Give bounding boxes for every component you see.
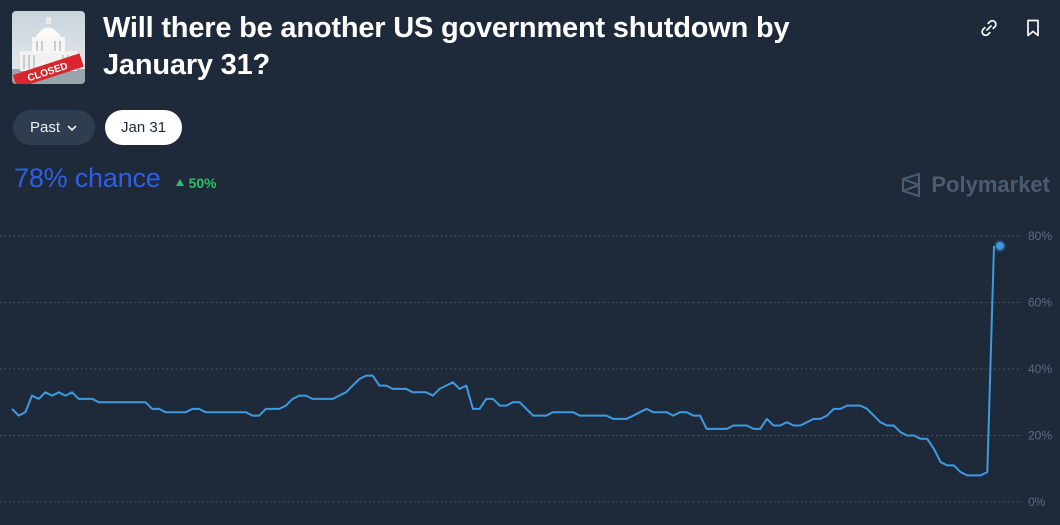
past-dropdown-label: Past [30, 119, 61, 136]
y-tick-label: 0% [1028, 495, 1046, 509]
past-dropdown[interactable]: Past [13, 110, 96, 145]
chart-series [11, 239, 1006, 477]
chance-summary: 78% chance 50% [14, 163, 217, 194]
change-value: 50% [188, 174, 217, 191]
market-thumbnail: CLOSED [12, 11, 85, 84]
polymarket-brand: Polymarket [899, 172, 1050, 198]
capitol-closed-image: CLOSED [12, 11, 85, 84]
link-icon[interactable] [978, 17, 1000, 39]
chevron-down-icon [67, 125, 77, 131]
triangle-up-icon [175, 179, 184, 186]
series-line [11, 245, 995, 477]
change-badge: 50% [175, 175, 217, 191]
polymarket-logo-icon [902, 172, 921, 198]
range-selector: Past Jan 31 [13, 110, 183, 145]
date-tab-jan-31[interactable]: Jan 31 [105, 110, 183, 145]
date-tab-label: Jan 31 [121, 119, 167, 136]
market-title: Will there be another US government shut… [103, 12, 790, 81]
y-tick-label: 40% [1028, 362, 1052, 376]
polymarket-brand-name: Polymarket [931, 172, 1050, 197]
current-point [996, 241, 1004, 250]
y-tick-label: 60% [1028, 296, 1052, 310]
bookmark-icon[interactable] [1022, 17, 1044, 39]
y-axis: 0% 20% 40% 60% 80% [1028, 229, 1052, 509]
chance-value: 78% chance [14, 163, 161, 193]
y-tick-label: 20% [1028, 429, 1052, 443]
header-actions [978, 17, 1044, 39]
chart-grid [0, 235, 1022, 503]
y-tick-label: 80% [1028, 229, 1052, 243]
